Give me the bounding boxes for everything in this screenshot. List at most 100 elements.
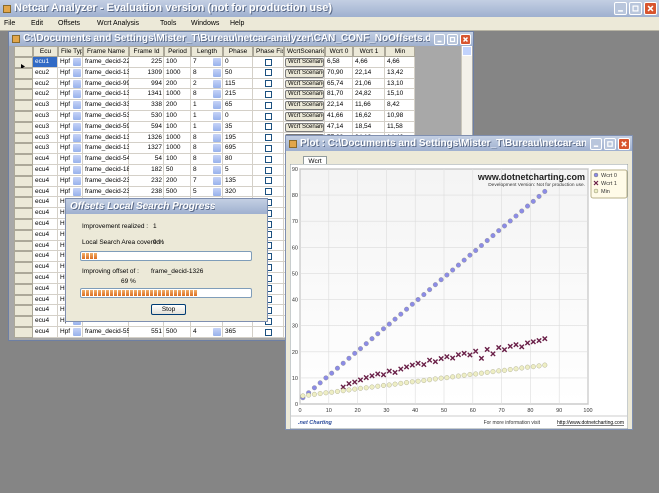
button-icon	[449, 36, 456, 42]
scenario-button[interactable]: Wcrt Scenario	[285, 112, 324, 121]
menu-item[interactable]: Help	[230, 20, 245, 27]
dropdown-arrow[interactable]	[213, 79, 221, 88]
progress-segment	[110, 290, 113, 296]
checkbox[interactable]	[265, 328, 272, 336]
progress-segment	[158, 290, 161, 296]
table-cell	[33, 78, 58, 90]
maximize-button[interactable]	[447, 33, 458, 45]
dropdown-arrow[interactable]	[213, 122, 221, 131]
data-point	[311, 385, 317, 391]
dropdown-arrow[interactable]	[73, 90, 81, 99]
data-point	[323, 390, 329, 396]
checkbox[interactable]	[265, 80, 272, 88]
menu-item[interactable]: File	[4, 20, 16, 27]
stop-button[interactable]: Stop	[151, 304, 186, 315]
dropdown-arrow[interactable]	[213, 101, 221, 110]
table-cell	[164, 89, 191, 101]
cell-text: 100	[166, 112, 177, 119]
minimize-button[interactable]	[590, 137, 602, 150]
dropdown-arrow[interactable]	[213, 90, 221, 99]
dropdown-arrow[interactable]	[73, 112, 81, 120]
checkbox[interactable]	[265, 144, 272, 152]
dropdown-arrow[interactable]	[213, 176, 221, 185]
cell-text: 0	[225, 58, 229, 65]
checkbox[interactable]	[265, 134, 272, 142]
chart-tab[interactable]: Wcrt	[303, 156, 327, 166]
data-point	[404, 306, 410, 312]
data-point	[398, 380, 404, 386]
cell-text: frame_decid-1327	[85, 144, 129, 152]
current-row-icon	[21, 64, 25, 69]
table-cell	[33, 294, 58, 306]
progress-segment	[194, 290, 197, 296]
y-tick-label: 10	[292, 376, 298, 382]
close-button[interactable]	[618, 137, 630, 150]
cell-text: 200	[166, 101, 177, 109]
dropdown-arrow[interactable]	[73, 187, 81, 196]
dropdown-arrow[interactable]	[213, 68, 221, 77]
checkbox[interactable]	[265, 90, 272, 98]
cell-text: frame_decid-1341	[85, 90, 129, 98]
progress-segment	[170, 290, 173, 296]
row-header	[14, 262, 33, 273]
dropdown-arrow[interactable]	[73, 101, 81, 110]
menu-item[interactable]: Windows	[191, 20, 220, 27]
dropdown-arrow[interactable]	[213, 166, 221, 174]
dropdown-arrow[interactable]	[73, 155, 81, 164]
checkbox[interactable]	[265, 188, 272, 196]
checkbox[interactable]	[265, 155, 272, 163]
menu-item[interactable]: Offsets	[58, 20, 81, 27]
scroll-up-button[interactable]	[462, 46, 472, 56]
minimize-button[interactable]	[614, 2, 627, 15]
dropdown-arrow[interactable]	[213, 328, 221, 336]
dropdown-arrow[interactable]	[73, 79, 81, 88]
dropdown-arrow[interactable]	[73, 58, 81, 66]
scenario-button[interactable]: Wcrt Scenario	[285, 122, 324, 132]
scenario-button[interactable]: Wcrt Scenario	[285, 101, 324, 110]
maximize-button[interactable]	[629, 2, 642, 15]
checkbox[interactable]	[265, 58, 272, 66]
dropdown-arrow[interactable]	[73, 166, 81, 174]
dropdown-arrow[interactable]	[213, 155, 221, 164]
legend-box	[590, 169, 628, 199]
dropdown-arrow[interactable]	[73, 68, 81, 77]
menu-item[interactable]: Tools	[160, 20, 177, 27]
cell-text: 530	[151, 112, 162, 119]
checkbox[interactable]	[265, 101, 272, 109]
dropdown-arrow[interactable]	[213, 112, 221, 120]
table-cell	[58, 143, 83, 155]
scenario-button[interactable]: Wcrt Scenario	[285, 79, 324, 89]
footer-link[interactable]: http://www.dotnetcharting.com	[557, 420, 624, 426]
dropdown-arrow[interactable]	[73, 176, 81, 185]
checkbox[interactable]	[265, 166, 272, 174]
menu-item[interactable]: Wcrt Analysis	[97, 20, 140, 27]
checkbox[interactable]	[265, 123, 272, 131]
table-cell	[253, 111, 284, 122]
dropdown-arrow[interactable]	[213, 133, 221, 142]
dropdown-arrow[interactable]	[73, 133, 81, 142]
dropdown-arrow[interactable]	[213, 187, 221, 196]
scenario-button[interactable]: Wcrt Scenario	[285, 90, 324, 100]
dropdown-arrow[interactable]	[73, 144, 81, 153]
scenario-button[interactable]: Wcrt Scenario	[285, 68, 324, 78]
cell-text: ecu3	[35, 122, 50, 130]
table-cell	[385, 78, 415, 90]
menu-item[interactable]: Edit	[31, 20, 44, 27]
checkbox[interactable]	[265, 112, 272, 120]
dropdown-arrow[interactable]	[73, 122, 81, 131]
minimize-button[interactable]	[434, 33, 445, 45]
dropdown-arrow[interactable]	[213, 58, 221, 66]
data-point	[369, 373, 375, 379]
table-cell	[325, 111, 353, 122]
close-button[interactable]	[644, 2, 657, 15]
dropdown-arrow[interactable]	[73, 328, 81, 336]
checkbox[interactable]	[265, 69, 272, 77]
table-cell	[129, 165, 164, 176]
dropdown-arrow[interactable]	[213, 144, 221, 153]
scenario-button[interactable]: Wcrt Scenario	[285, 58, 324, 67]
maximize-button[interactable]	[604, 137, 616, 150]
cell-text: frame_decid-182	[85, 166, 129, 173]
checkbox[interactable]	[265, 177, 272, 185]
close-button[interactable]	[460, 33, 471, 45]
